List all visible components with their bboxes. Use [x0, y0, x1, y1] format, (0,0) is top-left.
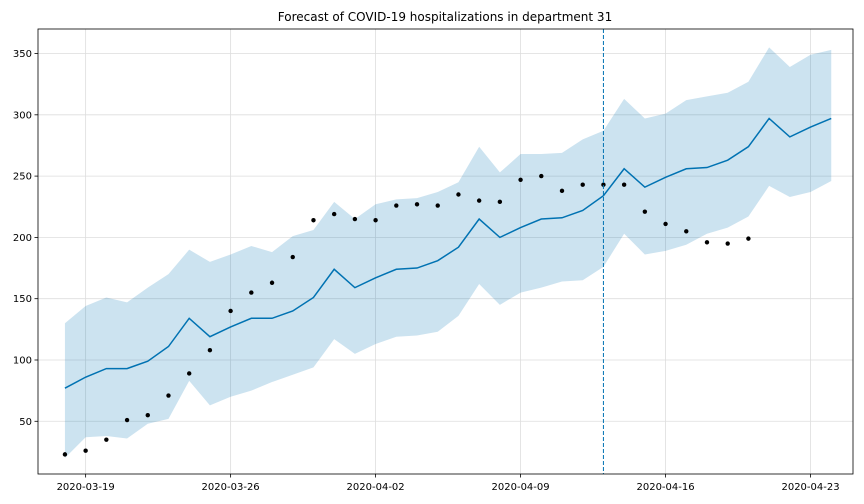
observed-point — [331, 211, 337, 217]
forecast-series — [64, 117, 832, 389]
observed-point — [414, 202, 420, 207]
y-tick-label: 300 — [13, 110, 32, 121]
grid — [38, 29, 853, 474]
forecast-line — [64, 117, 832, 389]
y-tick-label: 200 — [13, 233, 32, 244]
uncertainty-band — [64, 47, 832, 459]
observed-point — [601, 182, 606, 187]
observed-point — [642, 209, 648, 214]
observed-point — [207, 347, 213, 353]
x-tick-label: 2020-03-19 — [57, 482, 115, 493]
observed-point — [518, 177, 523, 182]
observed-point — [746, 236, 751, 241]
observed-point — [124, 417, 130, 423]
axes: 50 100 150 200 250 300 350 2020-03-19 2020-03-26… — [13, 28, 854, 493]
observed-point — [725, 241, 730, 246]
observed-point — [435, 203, 440, 208]
observed-point — [684, 229, 689, 234]
observed-series — [62, 173, 751, 457]
plot-frame — [37, 28, 854, 475]
x-tick-label: 2020-04-09 — [492, 482, 550, 493]
y-tick-label: 100 — [13, 355, 32, 366]
observed-point — [352, 216, 358, 222]
y-tick-label: 250 — [13, 172, 32, 183]
x-tick-label: 2020-03-26 — [202, 482, 260, 493]
observed-point — [539, 173, 544, 179]
observed-point — [290, 254, 295, 260]
observed-point — [249, 290, 254, 295]
observed-point — [269, 280, 275, 285]
observed-point — [394, 203, 399, 208]
y-tick-label: 50 — [19, 417, 32, 428]
y-tick-label: 150 — [13, 294, 32, 305]
observed-point — [62, 452, 68, 457]
observed-point — [559, 188, 565, 194]
observed-point — [83, 448, 88, 453]
observed-point — [228, 308, 233, 314]
x-tick-label: 2020-04-23 — [781, 482, 839, 493]
observed-point — [104, 437, 109, 442]
observed-point — [145, 412, 150, 418]
x-tick-label: 2020-04-16 — [636, 482, 694, 493]
observed-point — [186, 371, 192, 376]
observed-point — [621, 182, 627, 187]
chart-title: Forecast of COVID-19 hospitalizations in… — [278, 10, 612, 24]
observed-point — [166, 393, 171, 398]
observed-point — [373, 218, 378, 223]
observed-point — [497, 199, 503, 205]
observed-point — [456, 192, 461, 197]
y-tick-label: 350 — [13, 49, 32, 60]
x-tick-label: 2020-04-02 — [347, 482, 405, 493]
observed-point — [663, 221, 668, 227]
observed-point — [476, 198, 482, 203]
observed-point — [311, 218, 316, 223]
observed-point — [704, 240, 710, 245]
uncertainty-interval — [64, 47, 832, 459]
observed-point — [580, 182, 585, 187]
